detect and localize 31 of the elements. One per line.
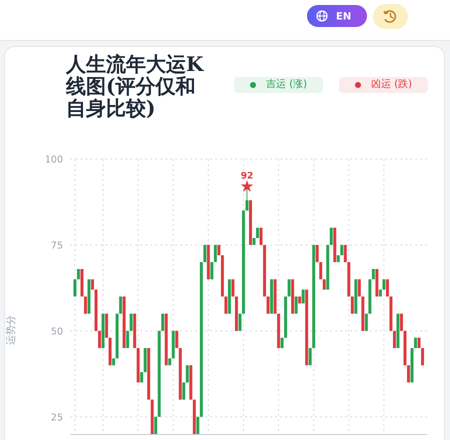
annotation: 92	[240, 172, 254, 182]
candlestick	[130, 313, 133, 332]
y-tick-label: 50	[50, 326, 63, 338]
y-tick-label: 75	[50, 240, 63, 252]
candlestick	[84, 296, 87, 314]
text: EN	[336, 12, 352, 22]
candlestick	[407, 364, 410, 383]
legend-label: 凶运 (跌)	[371, 79, 412, 91]
candlestick	[400, 313, 403, 332]
candlestick	[238, 313, 242, 332]
candlestick	[224, 296, 228, 314]
candlestick	[421, 348, 424, 366]
legend-label: 吉运 (涨)	[266, 79, 308, 91]
candlestick	[302, 289, 305, 304]
candlestick	[266, 296, 270, 314]
candlestick	[210, 262, 214, 280]
candlestick	[364, 313, 368, 332]
candlestick	[372, 268, 375, 280]
y-tick-label: 100	[44, 154, 63, 166]
candlestick	[246, 186, 248, 211]
candlestick	[350, 296, 354, 314]
candlestick	[294, 296, 298, 314]
candlestick	[119, 296, 122, 314]
candlestick	[140, 372, 144, 383]
y-tick-label: 25	[50, 412, 63, 424]
candlestick	[308, 348, 312, 366]
candlestick	[260, 227, 263, 246]
candlestick	[76, 268, 80, 280]
y-axis-title: 运势分	[5, 315, 17, 345]
candlestick	[186, 364, 189, 383]
chart-title: 人生流年大运K线图(评分仅和自身比较)	[66, 52, 205, 120]
